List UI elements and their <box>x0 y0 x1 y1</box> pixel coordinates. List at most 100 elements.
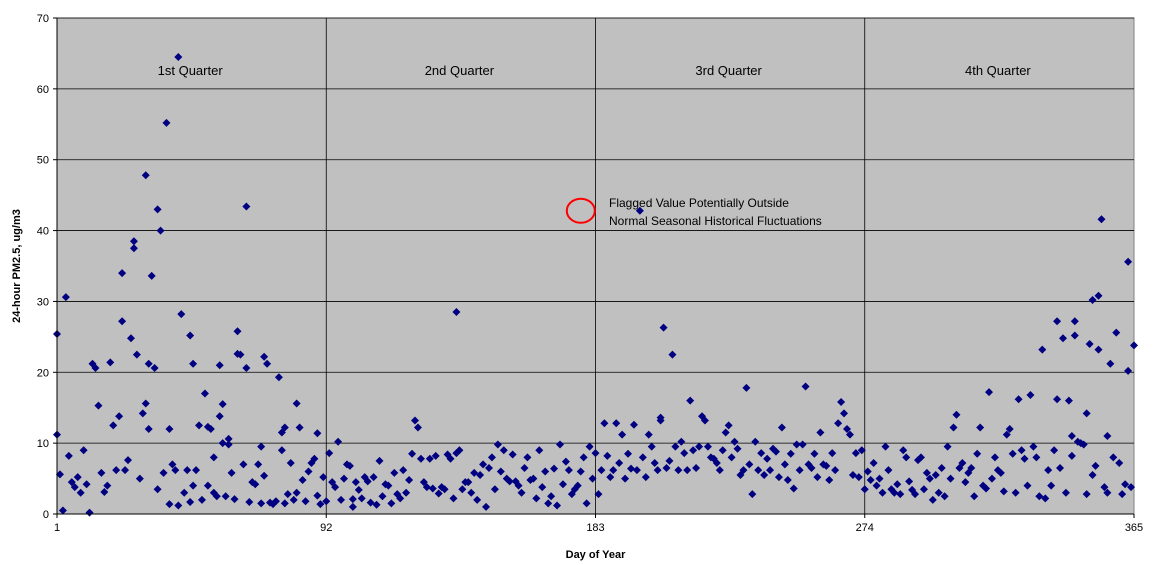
data-point <box>1124 366 1133 375</box>
data-point <box>798 440 807 449</box>
data-point <box>712 458 721 467</box>
data-point <box>659 323 668 332</box>
data-point <box>337 495 346 504</box>
quarter-labels: 1st Quarter 2nd Quarter 3rd Quarter 4th Qua… <box>158 63 1032 78</box>
data-point <box>274 373 283 382</box>
data-point <box>860 485 869 494</box>
data-point <box>857 446 866 455</box>
data-point <box>186 331 195 340</box>
data-point <box>313 491 322 500</box>
data-point <box>138 409 147 418</box>
data-point <box>174 501 183 510</box>
data-point <box>319 473 328 482</box>
data-point <box>153 205 162 214</box>
data-point <box>118 269 127 278</box>
data-point <box>1121 480 1130 489</box>
data-point <box>893 480 902 489</box>
data-point <box>1112 328 1121 337</box>
data-point <box>582 499 591 508</box>
data-point <box>1085 339 1094 348</box>
data-point <box>1011 488 1020 497</box>
data-point <box>730 437 739 446</box>
data-point <box>79 446 88 455</box>
data-point <box>428 484 437 493</box>
data-point <box>230 495 239 504</box>
data-point <box>508 450 517 459</box>
data-point <box>553 501 562 510</box>
data-point <box>680 449 689 458</box>
data-point <box>949 423 958 432</box>
data-point <box>1070 331 1079 340</box>
data-point <box>470 468 479 477</box>
data-point <box>242 202 251 211</box>
data-point <box>816 428 825 437</box>
data-point <box>467 488 476 497</box>
data-point <box>777 423 786 432</box>
data-point <box>523 453 532 462</box>
y-tick-label: 10 <box>37 438 49 450</box>
data-point <box>683 466 692 475</box>
data-point <box>550 464 559 473</box>
data-point <box>1091 461 1100 470</box>
data-point <box>668 350 677 359</box>
data-point <box>786 449 795 458</box>
data-point <box>61 293 70 302</box>
x-tick-label: 274 <box>856 522 874 534</box>
data-point <box>390 468 399 477</box>
data-point <box>573 481 582 490</box>
data-point <box>890 488 899 497</box>
data-point <box>348 495 357 504</box>
data-point <box>452 308 461 317</box>
data-point <box>745 460 754 469</box>
data-point <box>1061 488 1070 497</box>
annotation-text-line1: Flagged Value Potentially Outside <box>609 196 789 210</box>
data-point <box>1082 490 1091 499</box>
data-point <box>878 488 887 497</box>
data-point <box>727 453 736 462</box>
data-point <box>165 424 174 433</box>
data-point <box>277 446 286 455</box>
quarter-label: 4th Quarter <box>965 63 1031 78</box>
data-point <box>118 317 127 326</box>
data-point <box>854 473 863 482</box>
x-tick-label: 92 <box>320 522 332 534</box>
data-point <box>366 498 375 507</box>
y-tick-label: 0 <box>43 509 49 521</box>
data-point <box>792 440 801 449</box>
data-point <box>239 460 248 469</box>
flagged-value-circle <box>565 197 596 224</box>
data-point <box>499 446 508 455</box>
data-point <box>313 429 322 438</box>
data-point <box>825 475 834 484</box>
data-point <box>144 424 153 433</box>
data-point <box>1014 395 1023 404</box>
data-point <box>692 463 701 472</box>
data-point <box>168 460 177 469</box>
data-point <box>345 461 354 470</box>
data-point <box>848 471 857 480</box>
data-point <box>82 480 91 489</box>
data-point <box>496 467 505 476</box>
flagged-annotation: Flagged Value Potentially Outside Normal… <box>565 196 822 228</box>
data-point <box>544 499 553 508</box>
data-point <box>748 490 757 499</box>
data-point <box>665 456 674 465</box>
data-point <box>931 471 940 480</box>
data-point <box>591 449 600 458</box>
data-point <box>280 499 289 508</box>
x-tick-label: 183 <box>586 522 604 534</box>
data-point <box>1067 432 1076 441</box>
data-point <box>94 401 103 410</box>
data-point <box>227 468 236 477</box>
data-point <box>742 383 751 392</box>
data-point <box>257 442 266 451</box>
data-point <box>121 466 130 475</box>
data-point <box>408 449 417 458</box>
data-point <box>724 421 733 430</box>
data-point <box>195 421 204 430</box>
data-point <box>1008 449 1017 458</box>
data-point <box>532 494 541 503</box>
data-point <box>473 495 482 504</box>
data-point <box>902 453 911 462</box>
